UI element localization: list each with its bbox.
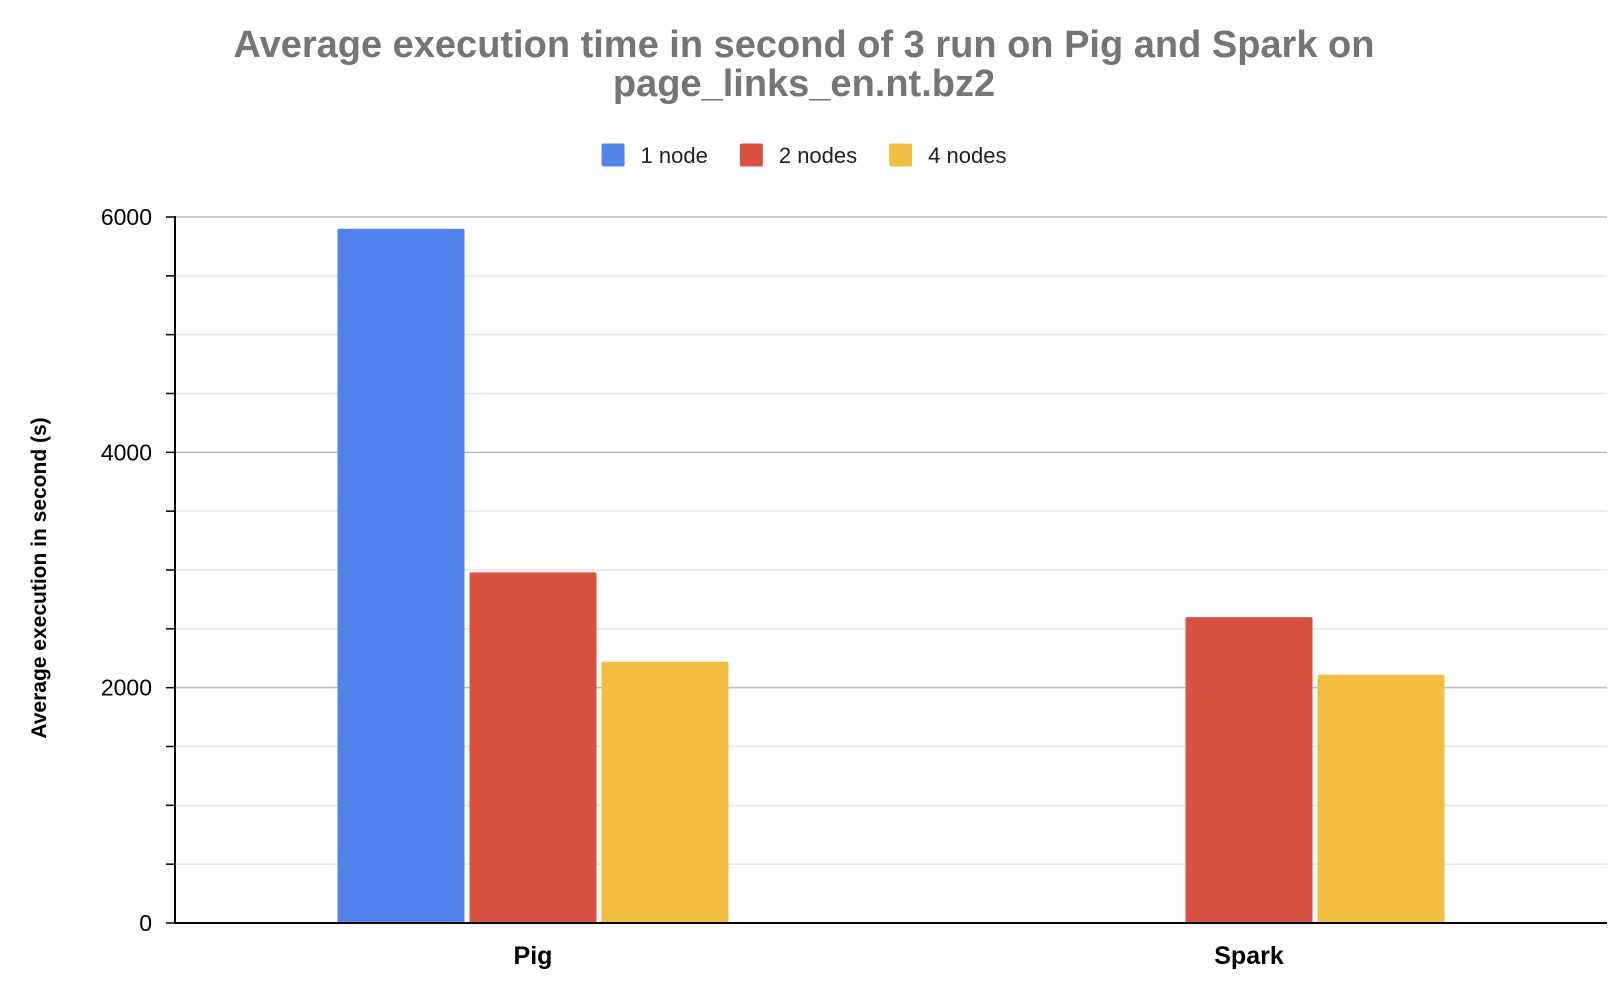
bar-spark-4-nodes bbox=[1317, 674, 1445, 923]
legend-swatch bbox=[739, 143, 763, 167]
bar-spark-2-nodes bbox=[1185, 617, 1313, 923]
y-tick-label: 2000 bbox=[101, 675, 152, 701]
y-axis-label: Average execution in second (s) bbox=[28, 417, 51, 738]
y-tick-label: 0 bbox=[139, 910, 152, 936]
chart-title: Average execution time in second of 3 ru… bbox=[234, 24, 1375, 105]
legend-item: 2 nodes bbox=[739, 143, 857, 168]
legend-swatch bbox=[601, 143, 625, 167]
bar-pig-2-nodes bbox=[469, 572, 597, 923]
x-tick-label: Pig bbox=[514, 942, 553, 970]
chart-title-line-2: page_links_en.nt.bz2 bbox=[613, 63, 995, 105]
y-tick-label: 6000 bbox=[101, 204, 152, 230]
legend-label: 1 node bbox=[641, 143, 708, 168]
legend-label: 4 nodes bbox=[928, 143, 1006, 168]
legend-item: 4 nodes bbox=[889, 143, 1006, 168]
y-tick-label: 4000 bbox=[101, 439, 152, 465]
legend-label: 2 nodes bbox=[779, 143, 857, 168]
legend-item: 1 node bbox=[601, 143, 708, 168]
legend-swatch bbox=[889, 143, 913, 167]
axes: 0 2000 4000 6000 Pig Spark bbox=[101, 204, 1607, 970]
chart-legend: 1 node 2 nodes 4 nodes bbox=[601, 143, 1006, 168]
bar-pig-4-nodes bbox=[601, 661, 729, 923]
bar-pig-1-node bbox=[337, 228, 465, 923]
bars bbox=[337, 228, 1445, 923]
x-tick-label: Spark bbox=[1214, 942, 1284, 970]
chart-title-line-1: Average execution time in second of 3 ru… bbox=[234, 24, 1375, 66]
